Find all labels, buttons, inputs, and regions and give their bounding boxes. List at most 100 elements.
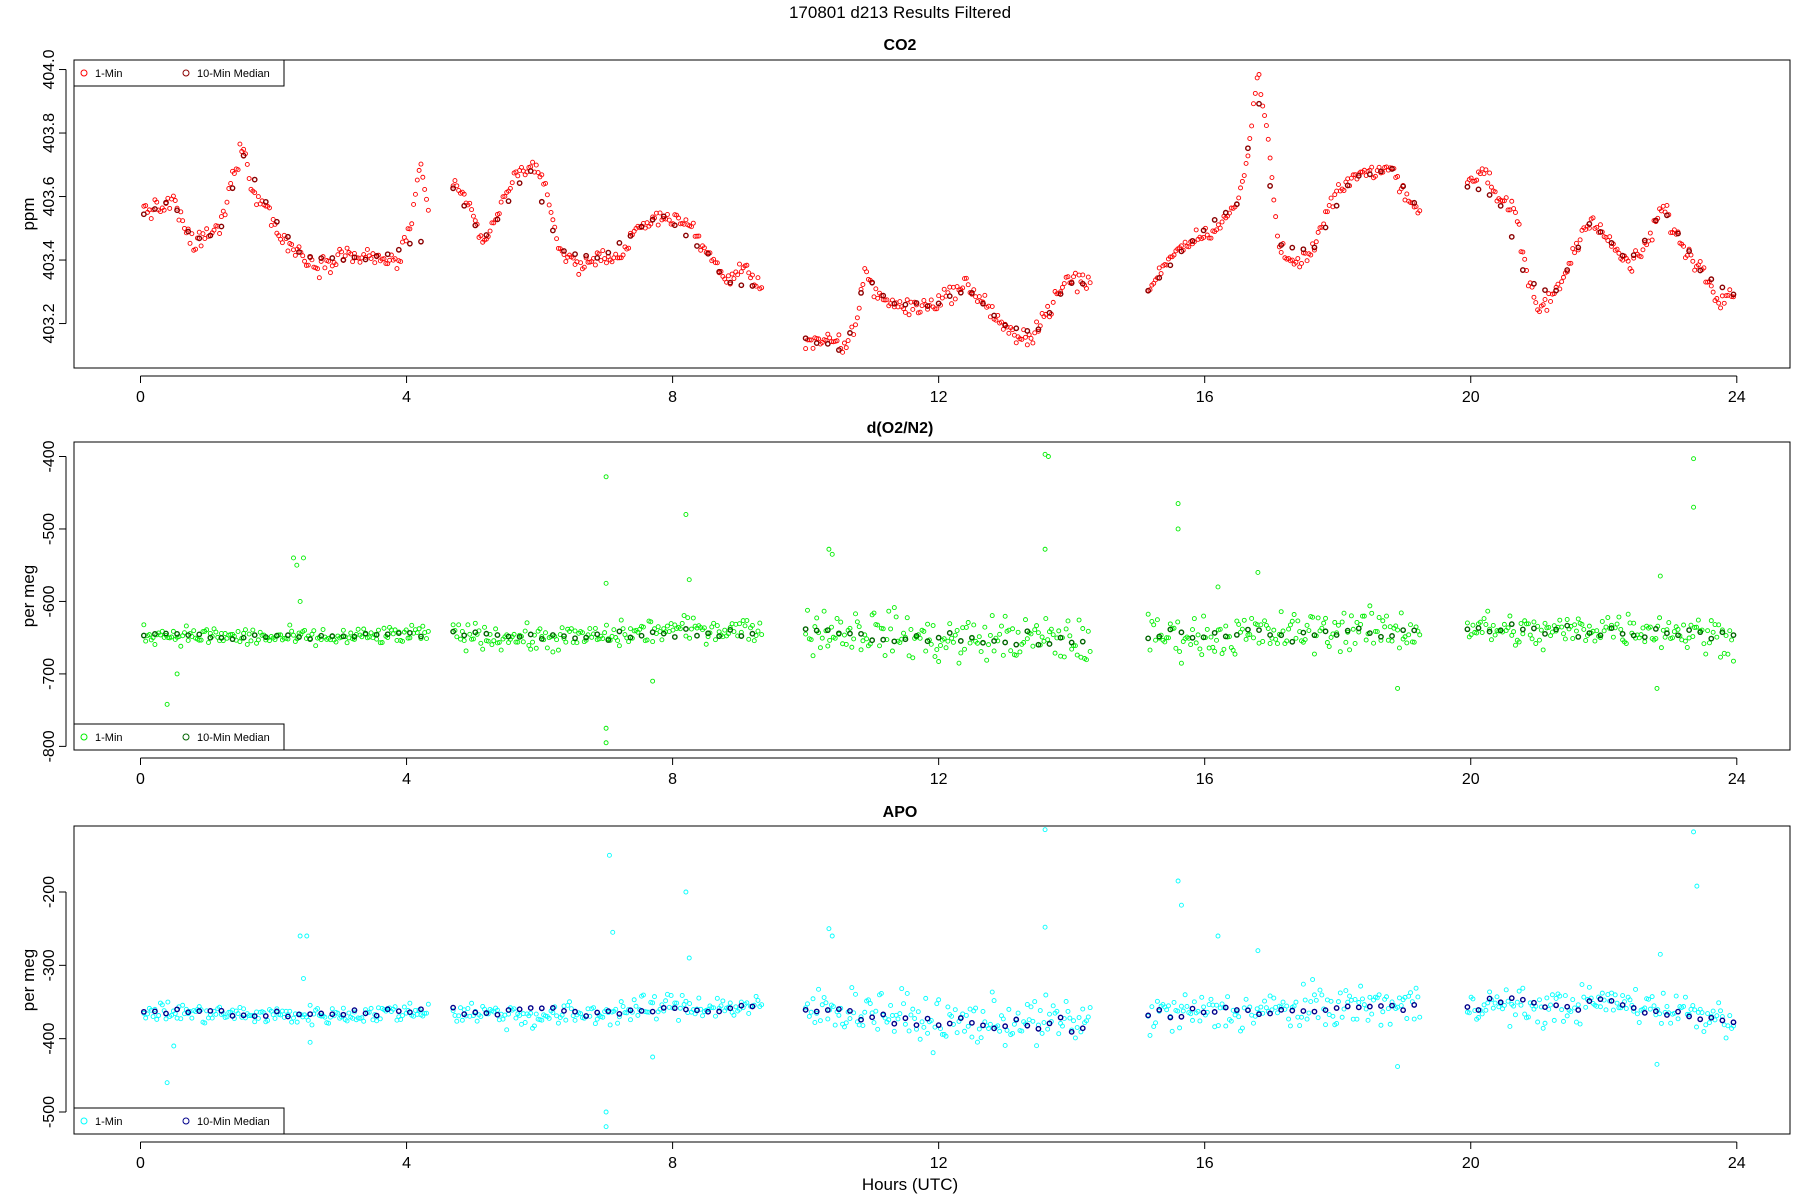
data-point [1167,254,1173,260]
data-point [1297,1023,1303,1029]
median-point [318,632,325,639]
data-point [1311,247,1317,253]
data-point [303,263,309,268]
median-point [824,1007,831,1013]
data-point [267,205,272,211]
data-point [812,1020,818,1025]
data-point [322,1014,328,1020]
data-point [1260,639,1266,644]
data-point [923,648,929,654]
data-point [713,637,718,643]
data-point [696,233,702,239]
data-point [400,638,405,644]
data-point [1289,257,1295,263]
data-point [1013,652,1019,658]
data-point [1501,1002,1507,1008]
data-point [602,630,608,636]
data-point [1597,222,1603,228]
data-point [906,1028,912,1034]
data-point [244,161,250,167]
median-point [1233,1007,1240,1013]
data-point [340,1005,346,1011]
data-point [1326,644,1332,650]
median-point [1630,1005,1637,1011]
median-point [1046,641,1053,647]
data-point [1028,1004,1034,1010]
data-point [685,615,691,621]
data-point [661,1008,667,1014]
data-point [1056,1031,1062,1037]
median-point [1730,291,1737,298]
median-point [1630,632,1637,639]
data-point [1406,632,1412,638]
data-point [886,1017,892,1023]
data-point [613,251,619,257]
data-point [500,1016,506,1022]
data-point [1162,639,1168,645]
data-point [1350,626,1356,632]
data-point [1627,997,1633,1003]
data-point [578,260,584,266]
data-point [241,146,247,152]
data-point [888,1002,894,1008]
data-point [893,614,899,620]
data-point [841,340,847,346]
data-point [152,642,158,647]
median-point [229,636,236,643]
x-tick-label: 20 [1462,771,1480,788]
y-tick-label: -800 [41,730,58,762]
data-point [1490,622,1496,628]
data-point [1197,1018,1203,1024]
data-point [1336,182,1341,188]
data-point [873,1008,879,1014]
median-point [1178,248,1185,255]
data-point [200,629,206,635]
data-point [753,993,759,999]
data-point [1050,299,1056,305]
data-point [986,1026,991,1031]
median-point [285,233,291,240]
data-point [1708,618,1714,624]
data-point [1718,1008,1723,1014]
median-point [418,1006,424,1013]
data-point [755,628,761,634]
data-point [1243,636,1249,642]
legend-label: 10-Min Median [197,68,270,80]
median-point [1697,629,1704,636]
data-point [178,1016,184,1022]
data-point [1533,641,1539,646]
x-tick-label: 20 [1462,389,1480,406]
data-point [1705,628,1711,634]
median-point [1211,629,1218,636]
data-point [1594,628,1600,634]
data-point [987,632,993,638]
data-point [930,623,936,628]
data-point [1623,1006,1629,1011]
data-point [511,631,517,637]
data-point [604,622,609,628]
data-point [1694,624,1699,630]
median-point [1641,1009,1648,1016]
data-point [701,625,707,631]
data-point [285,248,291,254]
data-point [825,643,831,649]
data-point [480,646,486,652]
data-point [148,216,154,222]
data-point [1464,620,1470,626]
data-point [975,640,980,646]
data-point [182,630,187,636]
data-point [663,998,669,1004]
median-point [307,253,314,260]
outlier-point [610,929,616,935]
data-point [1197,646,1203,652]
data-point [572,628,578,634]
data-point [1190,627,1195,633]
median-point [1245,1007,1251,1014]
data-point [1188,642,1194,648]
median-point [1366,171,1373,178]
median-point [561,633,567,639]
data-point [744,262,750,268]
median-point [240,152,247,159]
data-point [1723,293,1729,299]
data-point [1023,334,1028,340]
